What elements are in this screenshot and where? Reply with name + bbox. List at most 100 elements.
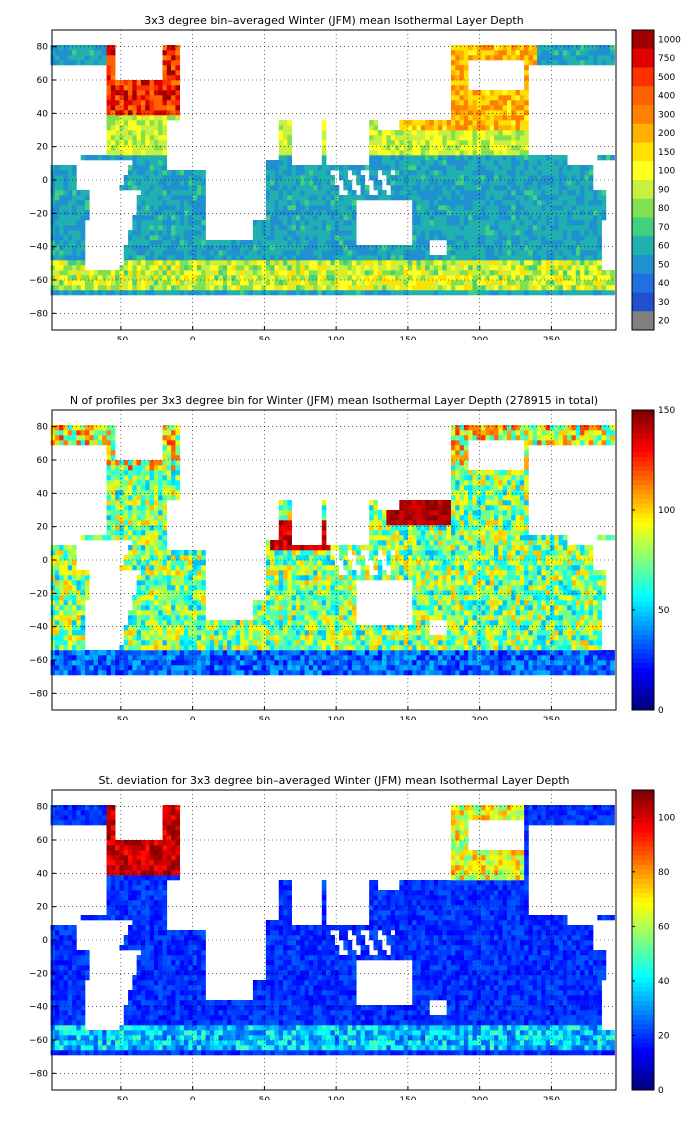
data-cell [54,50,60,56]
data-cell [149,545,155,551]
data-cell [459,65,465,71]
data-cell [149,130,155,136]
data-cell [248,240,254,246]
data-cell [72,555,77,561]
data-cell [412,205,417,211]
data-cell [399,260,404,266]
data-cell [140,515,146,521]
data-cell [171,250,176,256]
data-cell [132,130,137,136]
data-cell [489,225,495,231]
data-cell [270,215,275,221]
data-cell [580,250,585,256]
data-cell [562,280,568,286]
data-cell [295,285,301,291]
data-cell [128,155,133,161]
data-cell [575,190,581,196]
data-cell [80,655,86,661]
data-cell [425,125,430,131]
data-cell [123,645,129,651]
data-cell [489,105,495,111]
y-tick-label: 20 [37,143,49,153]
data-cell [571,185,577,191]
data-cell [106,435,112,441]
data-cell [524,175,529,181]
data-cell [511,100,516,106]
data-cell [175,175,181,181]
data-cell [153,560,159,566]
data-cell [171,655,176,661]
data-cell [541,230,546,236]
data-cell [63,630,69,636]
data-cell [274,165,280,171]
data-cell [524,270,529,276]
data-cell [489,175,495,181]
data-cell [110,90,116,96]
data-cell [184,665,189,671]
data-cell [278,225,284,231]
data-cell [580,280,585,286]
data-cell [459,190,465,196]
data-cell [373,130,379,136]
data-cell [80,205,86,211]
data-cell [115,270,120,276]
data-cell [153,215,159,221]
data-cell [528,160,534,166]
data-cell [472,165,478,171]
data-cell [433,120,439,126]
data-cell [463,290,469,296]
data-cell [244,280,249,286]
data-cell [67,255,73,261]
data-cell [140,210,146,216]
data-cell [528,175,534,181]
data-cell [158,605,163,611]
data-cell [420,205,426,211]
data-cell [558,225,564,231]
data-cell [442,125,447,131]
data-cell [222,650,228,656]
data-cell [339,265,344,271]
data-cell [532,50,538,56]
data-cell [356,270,361,276]
data-cell [593,245,598,251]
data-cell [575,210,581,216]
data-cell [188,550,193,556]
data-cell [304,280,310,286]
colorbar-swatch [632,255,654,275]
data-cell [188,275,193,281]
data-cell [351,170,357,176]
data-cell [72,280,77,286]
data-cell [407,270,413,276]
data-cell [179,175,185,181]
data-cell [549,260,555,266]
data-cell [403,130,409,136]
data-cell [222,630,228,636]
data-cell [192,630,198,636]
data-cell [528,45,534,51]
data-cell [446,135,452,141]
data-cell [153,80,159,86]
data-cell [153,160,159,166]
data-cell [463,75,469,81]
data-cell [93,670,99,676]
data-cell [532,285,538,291]
data-cell [248,250,254,256]
data-cell [54,645,60,651]
data-cell [115,510,120,516]
data-cell [588,200,594,206]
data-cell [494,105,499,111]
data-cell [532,45,538,51]
data-cell [162,200,168,206]
data-cell [214,240,219,246]
data-cell [63,275,69,281]
data-cell [554,195,559,201]
colorbar-tick-label: 150 [658,148,675,158]
data-cell [171,55,176,61]
data-cell [481,235,486,241]
data-cell [140,505,146,511]
data-cell [136,175,142,181]
data-cell [265,235,271,241]
data-cell [481,135,486,141]
data-cell [153,175,159,181]
data-cell [295,230,301,236]
